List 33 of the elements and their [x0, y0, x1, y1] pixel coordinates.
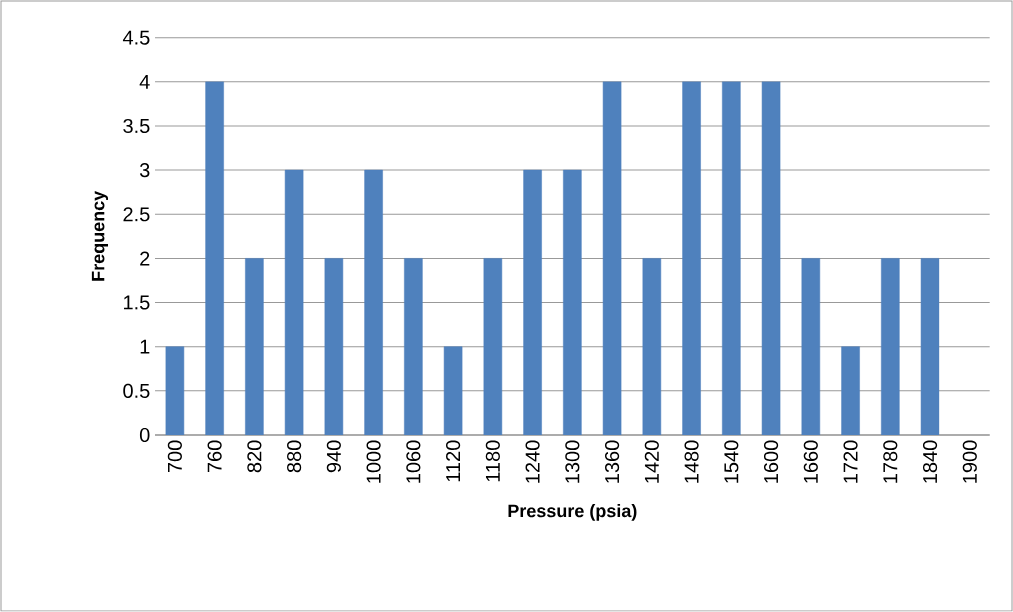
- y-tick-label: 3.5: [123, 118, 150, 134]
- y-tick-label: 4.5: [122, 30, 150, 45]
- x-tick-label: 1420: [644, 440, 659, 483]
- x-tick-label: 1780: [883, 440, 898, 483]
- x-tick-label: 1300: [565, 440, 580, 483]
- x-tick-label: 1840: [922, 440, 938, 483]
- y-tick-label: 1: [140, 339, 150, 354]
- x-axis-title: Pressure (psia): [508, 504, 637, 521]
- x-tick-label: 1600: [763, 440, 779, 483]
- x-tick-label: 940: [326, 440, 341, 473]
- x-tick-label: 880: [287, 440, 302, 473]
- y-tick-label: 1.5: [124, 295, 150, 310]
- y-tick-label: 2: [140, 251, 150, 266]
- x-tick-label: 1000: [366, 440, 381, 483]
- x-tick-label: 1480: [684, 440, 699, 483]
- x-tick-label: 1060: [406, 440, 421, 483]
- x-tick-label: 700: [167, 440, 182, 473]
- y-tick-label: 0: [139, 427, 150, 443]
- x-tick-label: 1660: [803, 440, 818, 483]
- x-tick-label: 1180: [485, 440, 500, 482]
- x-tick-label: 820: [247, 440, 262, 473]
- y-axis-title: Frequency: [91, 190, 109, 281]
- x-tick-label: 760: [207, 440, 222, 473]
- x-tick-label: 1540: [724, 440, 739, 483]
- y-tick-label: 3: [139, 163, 150, 178]
- x-tick-label: 1720: [843, 440, 858, 483]
- y-tick-label: 2.5: [123, 207, 150, 222]
- y-tick-label: 0.5: [123, 383, 150, 398]
- x-tick-label: 1240: [525, 440, 540, 483]
- x-tick-label: 1120: [446, 440, 461, 482]
- x-tick-label: 1900: [962, 440, 977, 483]
- y-tick-label: 4: [139, 74, 150, 89]
- x-tick-label: 1360: [605, 440, 620, 483]
